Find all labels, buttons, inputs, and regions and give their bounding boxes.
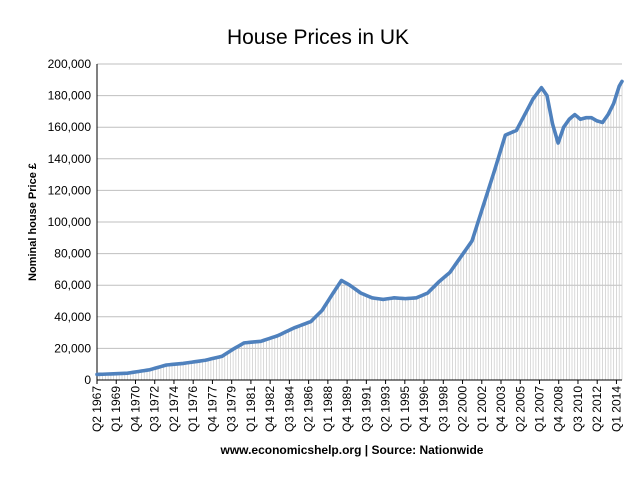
x-tick-label: Q2 1974 (167, 386, 181, 432)
x-tick-label: Q3 1972 (148, 386, 162, 432)
x-tick-label: Q4 1996 (417, 386, 431, 432)
y-tick-label: 140,000 (48, 152, 92, 166)
x-tick-label: Q2 1993 (379, 386, 393, 432)
house-price-series-line (95, 79, 624, 377)
x-tick-label: Q1 2014 (609, 386, 623, 432)
x-tick-label: Q1 2007 (532, 386, 546, 432)
x-tick-label: Q4 1970 (128, 386, 142, 432)
drop-lines (96, 81, 623, 380)
x-axis-tick-labels: Q2 1967 Q1 1969 Q4 1970 Q3 1972 Q2 1974 Q1 19… (90, 380, 623, 432)
x-tick-label: Q4 2008 (552, 386, 566, 432)
y-tick-label: 120,000 (48, 183, 92, 197)
series-layer (95, 79, 624, 377)
source-note: www.economicshelp.org | Source: Nationwi… (220, 443, 484, 457)
y-tick-label: 80,000 (54, 247, 91, 261)
x-tick-label: Q1 1995 (398, 386, 412, 432)
x-tick-label: Q1 2002 (475, 386, 489, 432)
x-tick-label: Q2 2005 (513, 386, 527, 432)
axes (96, 64, 622, 381)
x-tick-label: Q2 2012 (590, 386, 604, 432)
y-axis-label: Nominal house Price £ (27, 163, 39, 281)
x-tick-label: Q4 1977 (205, 386, 219, 432)
x-tick-label: Q3 1984 (282, 386, 296, 432)
x-tick-label: Q2 1967 (90, 386, 104, 432)
x-tick-label: Q3 1998 (436, 386, 450, 432)
x-tick-label: Q2 2000 (456, 386, 470, 432)
y-axis-tick-labels: 0 20,000 40,000 60,000 80,000 100,000 120,000 1… (48, 57, 92, 387)
x-tick-label: Q1 1981 (244, 386, 258, 432)
x-tick-label: Q3 2010 (571, 386, 585, 432)
x-tick-label: Q2 1986 (302, 386, 316, 432)
y-tick-label: 200,000 (48, 57, 92, 71)
y-tick-label: 40,000 (54, 310, 91, 324)
y-tick-label: 160,000 (48, 120, 92, 134)
x-tick-label: Q4 2003 (494, 386, 508, 432)
x-tick-label: Q1 1988 (321, 386, 335, 432)
gridlines (97, 63, 622, 349)
chart-title: House Prices in UK (227, 26, 409, 49)
x-tick-label: Q1 1976 (186, 386, 200, 432)
x-tick-label: Q4 1989 (340, 386, 354, 432)
x-tick-label: Q1 1969 (109, 386, 123, 432)
x-tick-label: Q3 1979 (225, 386, 239, 432)
y-tick-label: 100,000 (48, 215, 92, 229)
x-tick-label: Q4 1982 (263, 386, 277, 432)
y-tick-label: 60,000 (54, 278, 91, 292)
x-tick-label: Q3 1991 (359, 386, 373, 432)
y-tick-label: 0 (84, 373, 91, 387)
y-tick-label: 20,000 (54, 341, 91, 355)
y-tick-label: 180,000 (48, 89, 92, 103)
